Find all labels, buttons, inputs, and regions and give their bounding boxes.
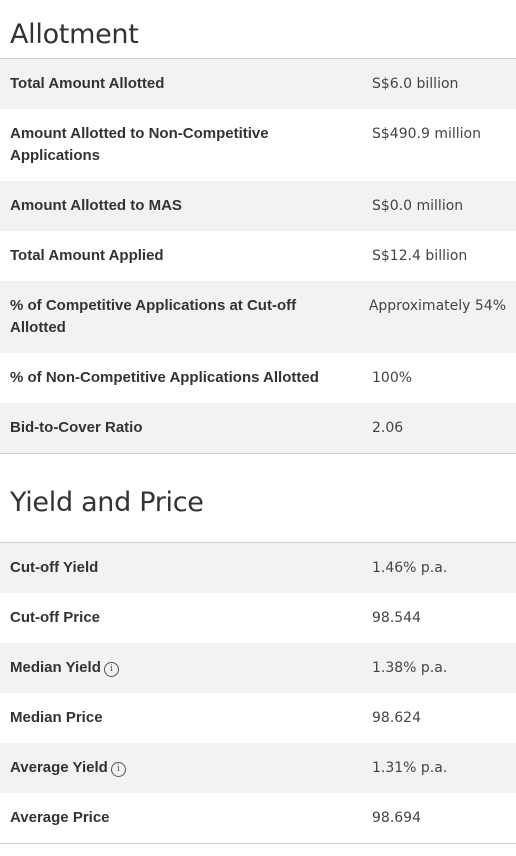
table-row: Total Amount Applied S$12.4 billion: [0, 231, 516, 281]
table-row: Average Yield i 1.31% p.a.: [0, 743, 516, 793]
row-label-text: Average Yield: [10, 759, 108, 776]
allotment-table: Total Amount Allotted S$6.0 billion Amou…: [0, 58, 516, 454]
table-row: Bid-to-Cover Ratio 2.06: [0, 403, 516, 453]
row-value: 100%: [372, 370, 413, 386]
row-label-with-info: Average Yield i: [10, 757, 340, 779]
row-label: Cut-off Yield: [10, 559, 99, 576]
row-label: Total Amount Applied: [10, 247, 164, 264]
row-label-text: Median Yield: [10, 659, 101, 676]
row-label: Average Price: [10, 809, 110, 826]
row-value: 1.38% p.a.: [372, 660, 448, 676]
row-label: Amount Allotted to Non-Competitive Appli…: [10, 125, 269, 164]
yield-price-heading: Yield and Price: [10, 487, 204, 518]
row-label: % of Competitive Applications at Cut-off…: [10, 297, 297, 336]
row-label: Median Price: [10, 709, 103, 726]
row-value: 98.624: [372, 710, 421, 726]
table-row: Cut-off Yield 1.46% p.a.: [0, 543, 516, 593]
row-value: 1.46% p.a.: [372, 560, 448, 576]
row-label: % of Non-Competitive Applications Allott…: [10, 369, 319, 386]
allotment-heading: Allotment: [10, 19, 139, 50]
row-value: S$12.4 billion: [372, 248, 468, 264]
table-row: Median Yield i 1.38% p.a.: [0, 643, 516, 693]
info-icon[interactable]: i: [110, 762, 126, 777]
yield-price-table: Cut-off Yield 1.46% p.a. Cut-off Price 9…: [0, 542, 516, 844]
row-label: Cut-off Price: [10, 609, 100, 626]
table-row: Total Amount Allotted S$6.0 billion: [0, 59, 516, 109]
table-row: Average Price 98.694: [0, 793, 516, 843]
row-value: 1.31% p.a.: [372, 760, 448, 776]
table-row: % of Competitive Applications at Cut-off…: [0, 281, 516, 353]
table-row: % of Non-Competitive Applications Allott…: [0, 353, 516, 403]
row-value: S$6.0 billion: [372, 76, 459, 92]
row-label: Bid-to-Cover Ratio: [10, 419, 143, 436]
row-value: S$490.9 million: [372, 126, 481, 142]
row-value: S$0.0 million: [372, 198, 464, 214]
row-label: Total Amount Allotted: [10, 75, 165, 92]
row-value: Approximately 54%: [368, 298, 506, 314]
row-label: Amount Allotted to MAS: [10, 197, 182, 214]
row-value: 98.544: [372, 610, 421, 626]
table-row: Median Price 98.624: [0, 693, 516, 743]
table-row: Cut-off Price 98.544: [0, 593, 516, 643]
table-row: Amount Allotted to MAS S$0.0 million: [0, 181, 516, 231]
row-value: 98.694: [372, 810, 421, 826]
row-label-with-info: Median Yield i: [10, 657, 340, 679]
info-icon[interactable]: i: [103, 662, 119, 677]
table-row: Amount Allotted to Non-Competitive Appli…: [0, 109, 516, 181]
row-value: 2.06: [372, 420, 404, 436]
